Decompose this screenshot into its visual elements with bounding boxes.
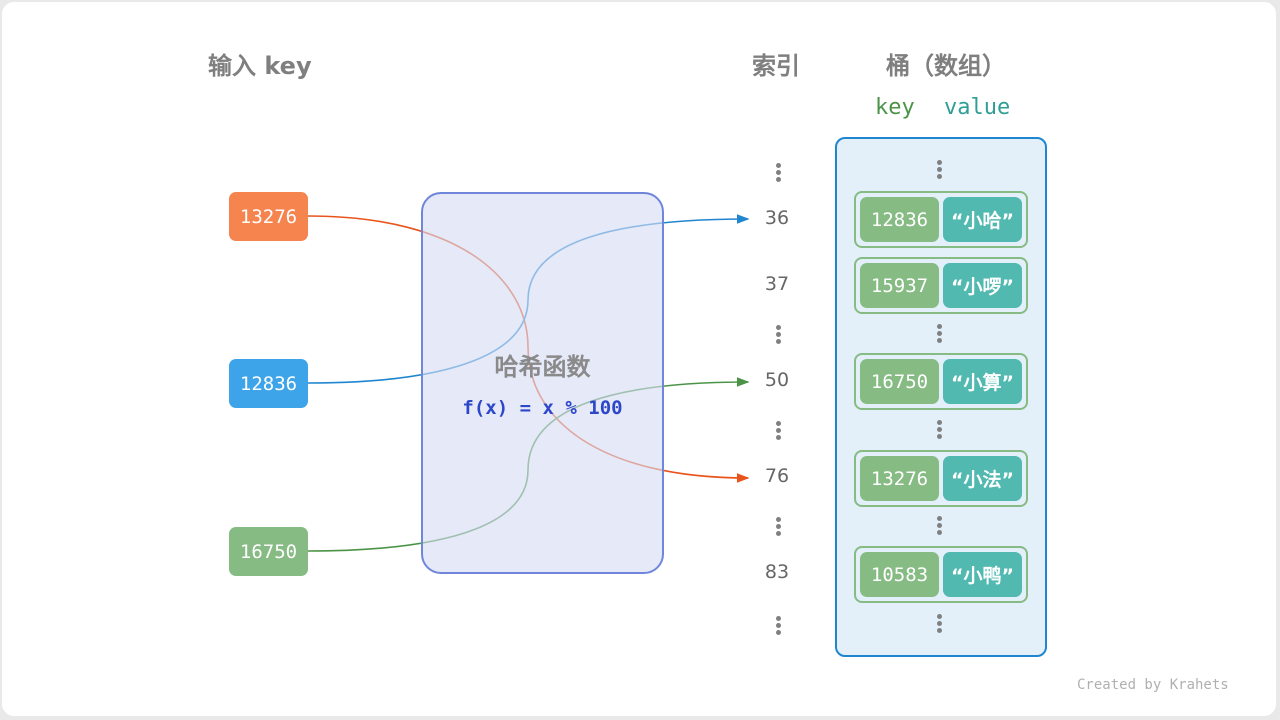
bucket-key: 13276: [860, 456, 939, 501]
bucket-pair-83: 10583 “小鸭”: [854, 546, 1028, 603]
bucket-value: “小鸭”: [943, 552, 1022, 597]
ellipsis-icon: [776, 163, 782, 184]
index-37: 37: [764, 273, 790, 295]
bucket-value: “小算”: [943, 359, 1022, 404]
bucket-value: “小哈”: [943, 197, 1022, 242]
input-key-heading: 输入 key: [208, 52, 312, 80]
ellipsis-icon: [937, 614, 943, 635]
bucket-value: “小啰”: [943, 263, 1022, 308]
index-83: 83: [764, 561, 790, 583]
index-36: 36: [764, 207, 790, 229]
bucket-pair-36: 12836 “小哈”: [854, 191, 1028, 248]
ellipsis-icon: [776, 517, 782, 538]
input-key-13276: 13276: [229, 192, 308, 241]
bucket-heading: 桶（数组）: [886, 52, 1006, 80]
bucket-key: 15937: [860, 263, 939, 308]
ellipsis-icon: [776, 325, 782, 346]
hash-formula: f(x) = x % 100: [462, 397, 623, 419]
input-key-12836: 12836: [229, 359, 308, 408]
ellipsis-icon: [937, 516, 943, 537]
hash-function-box: 哈希函数 f(x) = x % 100: [421, 192, 664, 574]
bucket-value: “小法”: [943, 456, 1022, 501]
bucket-key: 16750: [860, 359, 939, 404]
input-key-16750: 16750: [229, 527, 308, 576]
ellipsis-icon: [937, 420, 943, 441]
ellipsis-icon: [937, 324, 943, 345]
credit-text: Created by Krahets: [1077, 677, 1229, 693]
value-column-label: value: [944, 95, 1011, 120]
hash-function-title: 哈希函数: [494, 353, 591, 381]
index-50: 50: [764, 369, 790, 391]
bucket-key: 10583: [860, 552, 939, 597]
bucket-key: 12836: [860, 197, 939, 242]
bucket-pair-37: 15937 “小啰”: [854, 257, 1028, 314]
ellipsis-icon: [776, 616, 782, 637]
index-heading: 索引: [752, 52, 800, 80]
bucket-pair-50: 16750 “小算”: [854, 353, 1028, 410]
ellipsis-icon: [937, 160, 943, 181]
bucket-pair-76: 13276 “小法”: [854, 450, 1028, 507]
ellipsis-icon: [776, 421, 782, 442]
index-76: 76: [764, 465, 790, 487]
key-column-label: key: [875, 95, 915, 120]
